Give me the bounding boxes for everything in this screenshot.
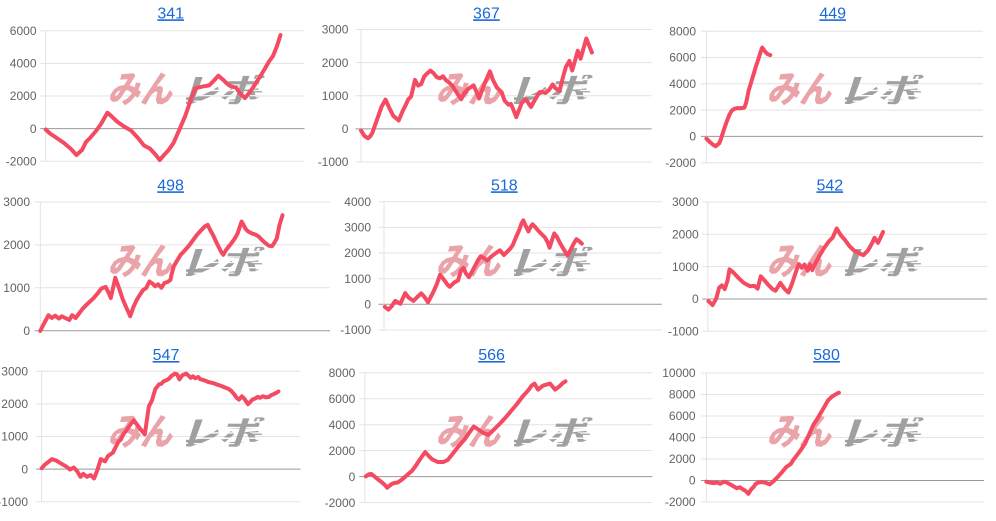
svg-text:0: 0 [342, 122, 349, 136]
svg-text:2000: 2000 [672, 228, 699, 242]
svg-text:6000: 6000 [10, 24, 37, 38]
svg-text:10000: 10000 [662, 366, 696, 380]
svg-text:0: 0 [349, 470, 356, 484]
svg-text:4000: 4000 [329, 418, 356, 432]
svg-text:449: 449 [819, 5, 846, 22]
svg-text:0: 0 [21, 462, 28, 476]
svg-text:4000: 4000 [344, 195, 371, 209]
svg-text:0: 0 [692, 292, 699, 306]
svg-text:4000: 4000 [669, 77, 696, 91]
svg-text:0: 0 [364, 298, 371, 312]
svg-text:4000: 4000 [10, 57, 37, 71]
svg-text:2000: 2000 [669, 103, 696, 117]
svg-text:547: 547 [153, 347, 180, 364]
svg-text:8000: 8000 [329, 366, 356, 380]
svg-text:2000: 2000 [10, 89, 37, 103]
svg-text:498: 498 [157, 177, 184, 194]
svg-text:3000: 3000 [344, 221, 371, 235]
svg-text:542: 542 [816, 177, 843, 194]
svg-text:1000: 1000 [344, 272, 371, 286]
svg-text:1000: 1000 [322, 89, 349, 103]
svg-text:0: 0 [23, 324, 30, 338]
svg-text:4000: 4000 [669, 431, 696, 445]
svg-text:3000: 3000 [672, 195, 699, 209]
svg-text:1000: 1000 [1, 430, 28, 444]
svg-text:2000: 2000 [322, 56, 349, 70]
svg-text:-1000: -1000 [318, 155, 349, 169]
svg-text:341: 341 [157, 5, 184, 22]
svg-text:-1000: -1000 [340, 323, 371, 337]
svg-text:2000: 2000 [3, 238, 30, 252]
svg-text:580: 580 [813, 347, 840, 364]
svg-text:2000: 2000 [344, 246, 371, 260]
svg-text:566: 566 [478, 347, 505, 364]
svg-text:8000: 8000 [669, 24, 696, 38]
svg-text:-2000: -2000 [325, 496, 356, 510]
svg-text:8000: 8000 [669, 388, 696, 402]
svg-text:-2000: -2000 [665, 156, 696, 170]
svg-text:367: 367 [473, 5, 500, 22]
svg-text:3000: 3000 [322, 23, 349, 37]
svg-text:0: 0 [689, 474, 696, 488]
svg-text:1000: 1000 [672, 260, 699, 274]
svg-text:0: 0 [689, 130, 696, 144]
svg-text:-1000: -1000 [668, 325, 699, 339]
svg-text:2000: 2000 [1, 397, 28, 411]
svg-text:3000: 3000 [3, 195, 30, 209]
svg-text:2000: 2000 [669, 452, 696, 466]
svg-text:-2000: -2000 [665, 495, 696, 509]
svg-text:2000: 2000 [329, 444, 356, 458]
svg-text:6000: 6000 [329, 392, 356, 406]
svg-text:518: 518 [491, 177, 518, 194]
svg-text:1000: 1000 [3, 281, 30, 295]
svg-text:-2000: -2000 [6, 154, 37, 168]
svg-text:0: 0 [30, 122, 37, 136]
svg-text:6000: 6000 [669, 51, 696, 65]
svg-text:6000: 6000 [669, 409, 696, 423]
svg-text:-1000: -1000 [0, 495, 28, 509]
svg-text:3000: 3000 [1, 365, 28, 379]
